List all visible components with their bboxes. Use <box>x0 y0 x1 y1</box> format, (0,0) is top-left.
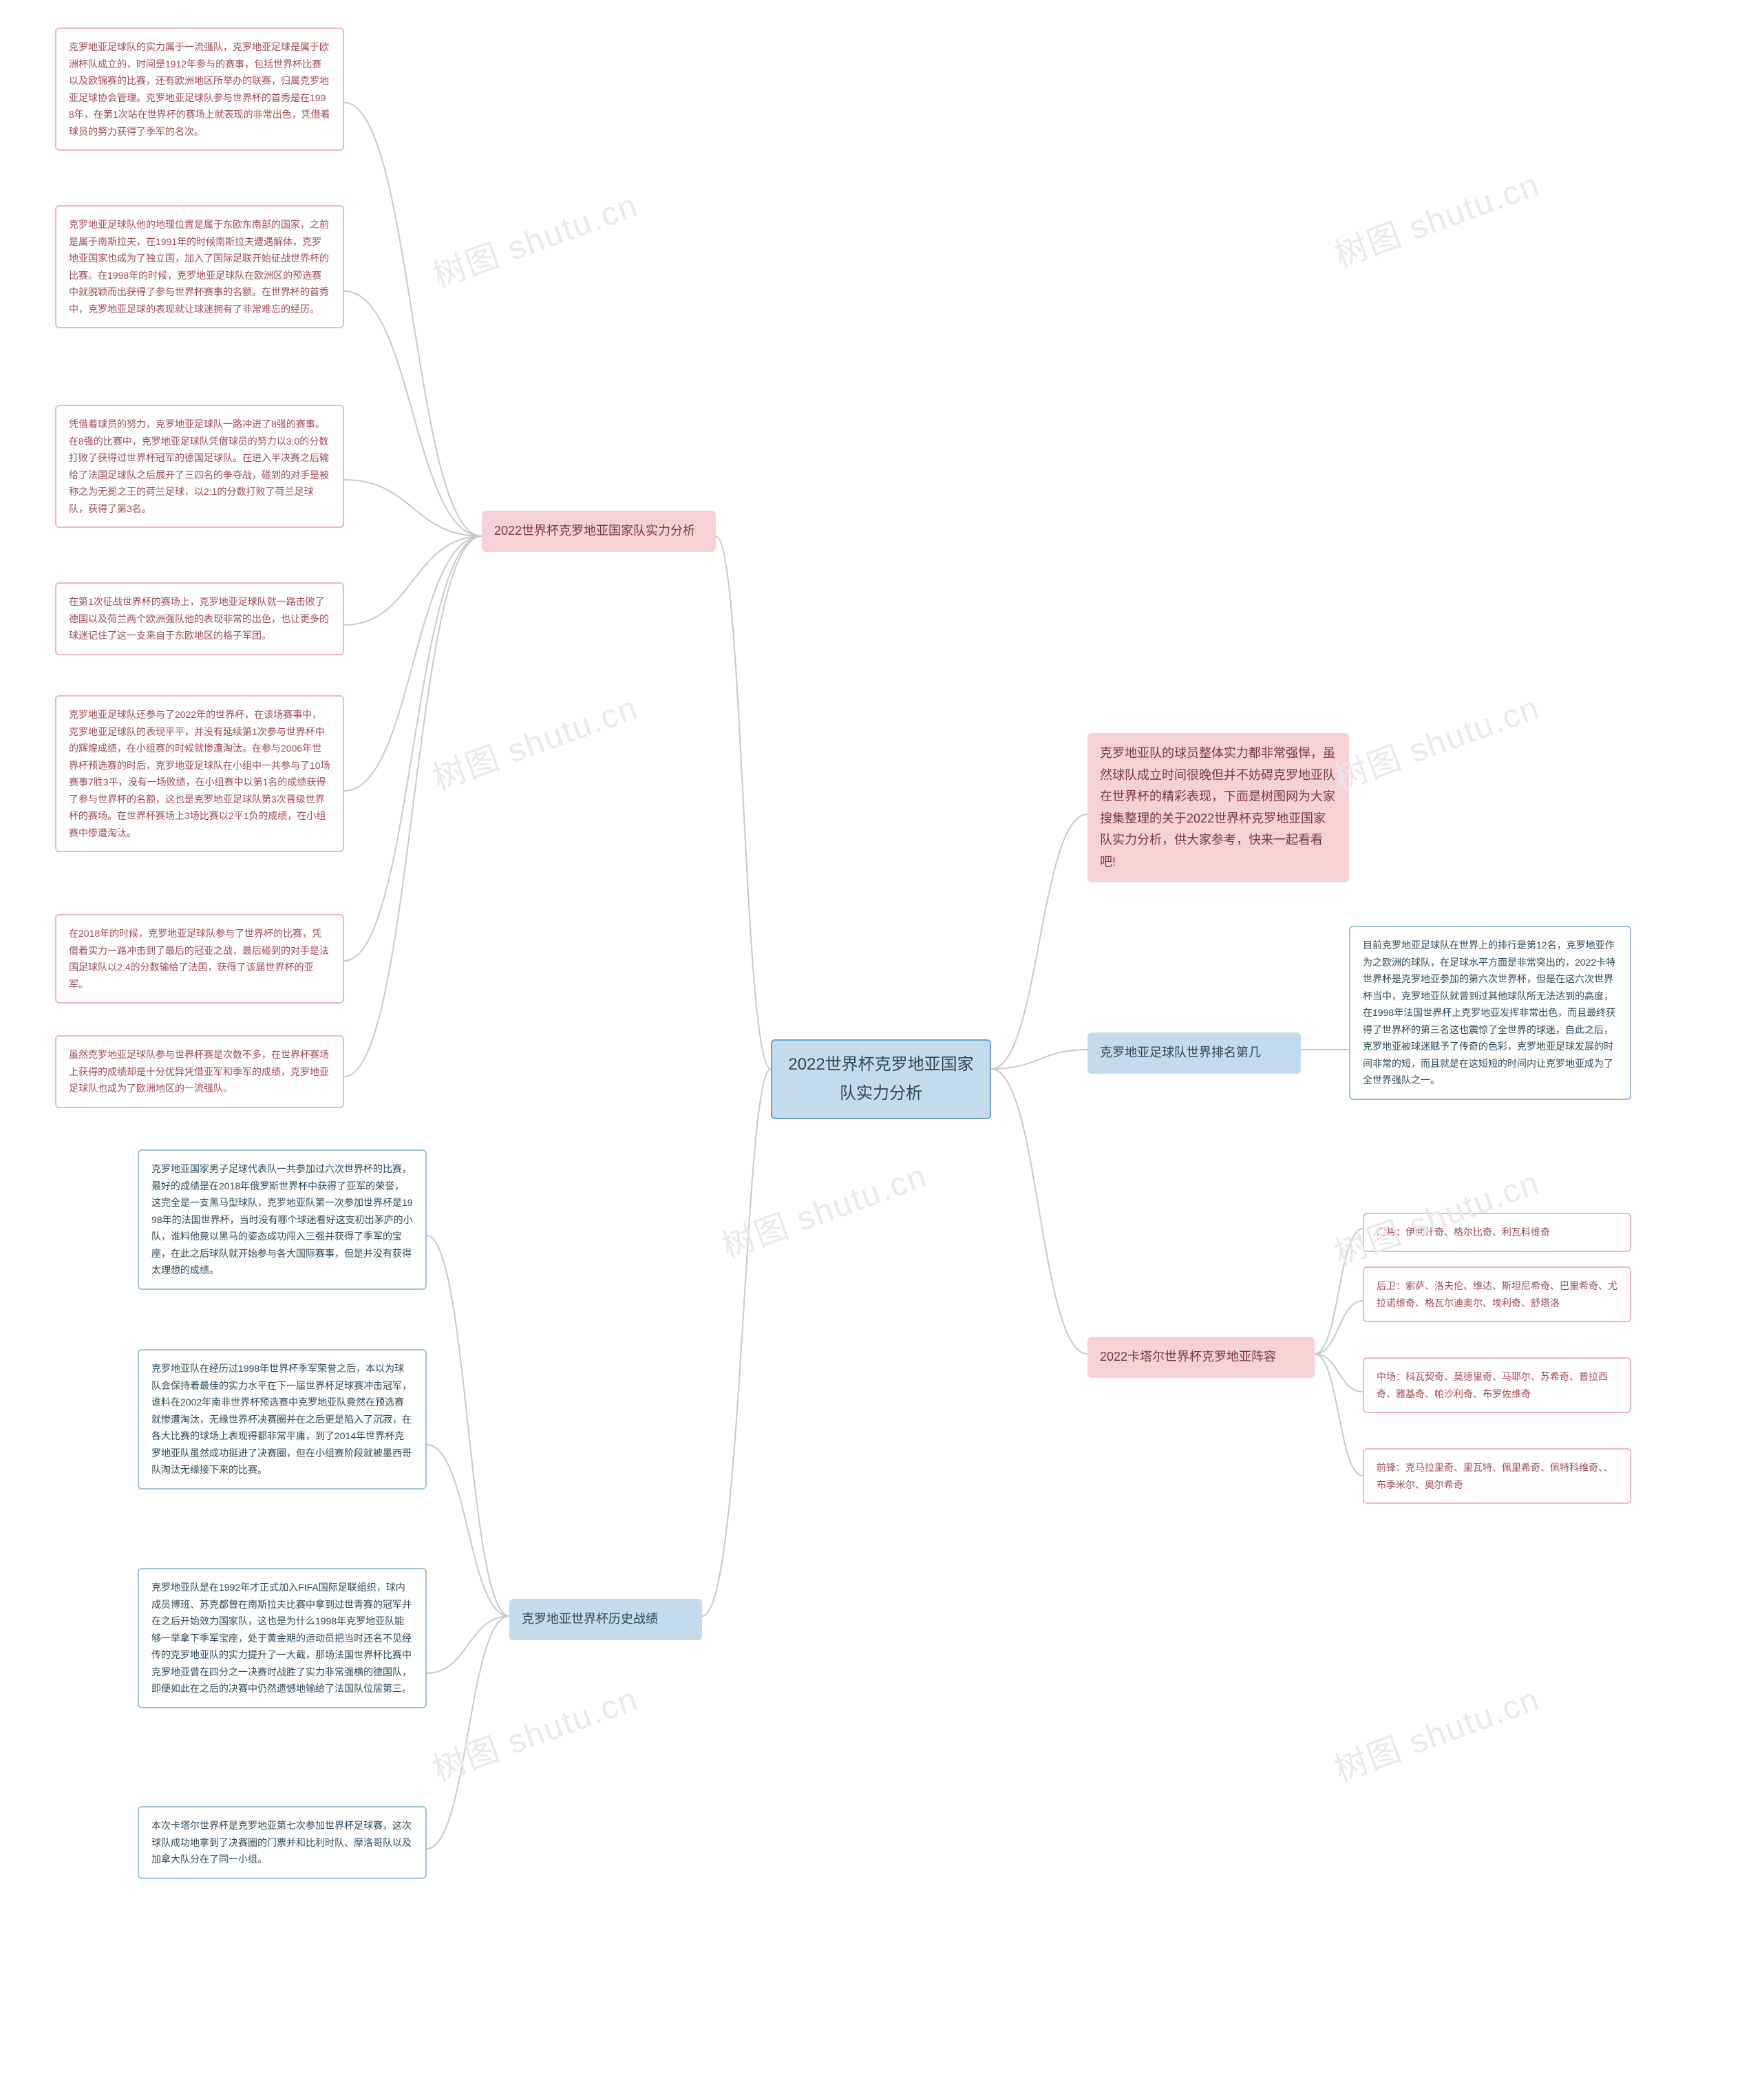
root-label: 2022世界杯克罗地亚国家队实力分析 <box>788 1055 973 1103</box>
watermark: 树图 shutu.cn <box>1326 1672 1545 1791</box>
strength-leaf-3[interactable]: 凭借着球员的努力，克罗地亚足球队一路冲进了8强的赛事。在8强的比赛中，克罗地亚足… <box>55 405 344 528</box>
history-leaf-2[interactable]: 克罗地亚队在经历过1998年世界杯季军荣誉之后，本以为球队会保持着最佳的实力水平… <box>138 1349 427 1489</box>
watermark: 树图 shutu.cn <box>425 178 644 297</box>
root-node[interactable]: 2022世界杯克罗地亚国家队实力分析 <box>771 1039 991 1119</box>
rank-branch[interactable]: 克罗地亚足球队世界排名第几 <box>1087 1032 1301 1074</box>
history-leaf-1[interactable]: 克罗地亚国家男子足球代表队一共参加过六次世界杯的比赛，最好的成绩是在2018年俄… <box>138 1149 427 1290</box>
history-leaf-3-text: 克罗地亚队是在1992年才正式加入FIFA国际足联组织，球内成员博班、苏克都曾在… <box>151 1582 412 1694</box>
strength-leaf-6-text: 在2018年的时候，克罗地亚足球队参与了世界杯的比赛，凭借着实力一路冲击到了最后… <box>69 928 329 990</box>
lineup-mf[interactable]: 中场：科瓦契奇、莫德里奇、马耶尔、苏希奇、普拉西奇、雅基奇、帕沙利奇、布罗佐维奇 <box>1363 1357 1631 1413</box>
lineup-fw-text: 前锋：克马拉里奇、里瓦特、佩里希奇、佩特科维奇、、布季米尔、奥尔希奇 <box>1377 1462 1613 1490</box>
strength-leaf-6[interactable]: 在2018年的时候，克罗地亚足球队参与了世界杯的比赛，凭借着实力一路冲击到了最后… <box>55 914 344 1004</box>
rank-label: 克罗地亚足球队世界排名第几 <box>1100 1046 1261 1059</box>
strength-leaf-4[interactable]: 在第1次征战世界杯的赛场上，克罗地亚足球队就一路击败了德国以及荷兰两个欧洲强队他… <box>55 582 344 655</box>
strength-leaf-2-text: 克罗地亚足球队他的地理位置是属于东欧东南部的国家，之前是属于南斯拉夫，在1991… <box>69 219 329 315</box>
lineup-mf-text: 中场：科瓦契奇、莫德里奇、马耶尔、苏希奇、普拉西奇、雅基奇、帕沙利奇、布罗佐维奇 <box>1377 1371 1608 1399</box>
strength-branch[interactable]: 2022世界杯克罗地亚国家队实力分析 <box>482 511 716 552</box>
watermark: 树图 shutu.cn <box>425 681 644 800</box>
strength-leaf-7-text: 虽然克罗地亚足球队参与世界杯赛是次数不多，在世界杯赛场上获得的成绩却是十分优异凭… <box>69 1049 329 1094</box>
watermark: 树图 shutu.cn <box>1326 681 1545 800</box>
history-leaf-2-text: 克罗地亚队在经历过1998年世界杯季军荣誉之后，本以为球队会保持着最佳的实力水平… <box>151 1363 412 1475</box>
strength-leaf-1[interactable]: 克罗地亚足球队的实力属于一流强队，克罗地亚足球是属于欧洲杯队成立的，时间是191… <box>55 28 344 151</box>
strength-leaf-3-text: 凭借着球员的努力，克罗地亚足球队一路冲进了8强的赛事。在8强的比赛中，克罗地亚足… <box>69 418 329 514</box>
history-branch[interactable]: 克罗地亚世界杯历史战绩 <box>509 1599 702 1640</box>
strength-leaf-2[interactable]: 克罗地亚足球队他的地理位置是属于东欧东南部的国家，之前是属于南斯拉夫，在1991… <box>55 205 344 328</box>
history-label: 克罗地亚世界杯历史战绩 <box>522 1612 658 1626</box>
history-leaf-3[interactable]: 克罗地亚队是在1992年才正式加入FIFA国际足联组织，球内成员博班、苏克都曾在… <box>138 1568 427 1708</box>
lineup-gk-text: 门将：伊武什奇、格尔比奇、利瓦科维奇 <box>1377 1227 1550 1238</box>
rank-leaf-1-text: 目前克罗地亚足球队在世界上的排行是第12名，克罗地亚作为之欧洲的球队，在足球水平… <box>1363 940 1615 1085</box>
strength-label: 2022世界杯克罗地亚国家队实力分析 <box>494 524 695 538</box>
watermark: 树图 shutu.cn <box>1326 158 1545 277</box>
lineup-fw[interactable]: 前锋：克马拉里奇、里瓦特、佩里希奇、佩特科维奇、、布季米尔、奥尔希奇 <box>1363 1448 1631 1504</box>
strength-leaf-5[interactable]: 克罗地亚足球队还参与了2022年的世界杯，在该场赛事中，克罗地亚足球队的表现平平… <box>55 695 344 852</box>
rank-leaf-1[interactable]: 目前克罗地亚足球队在世界上的排行是第12名，克罗地亚作为之欧洲的球队，在足球水平… <box>1349 926 1631 1100</box>
watermark: 树图 shutu.cn <box>714 1149 933 1268</box>
history-leaf-1-text: 克罗地亚国家男子足球代表队一共参加过六次世界杯的比赛，最好的成绩是在2018年俄… <box>151 1163 413 1275</box>
watermark: 树图 shutu.cn <box>425 1672 644 1791</box>
history-leaf-4[interactable]: 本次卡塔尔世界杯是克罗地亚第七次参加世界杯足球赛，这次球队成功地拿到了决赛圈的门… <box>138 1806 427 1879</box>
strength-leaf-1-text: 克罗地亚足球队的实力属于一流强队，克罗地亚足球是属于欧洲杯队成立的，时间是191… <box>69 41 330 137</box>
history-leaf-4-text: 本次卡塔尔世界杯是克罗地亚第七次参加世界杯足球赛，这次球队成功地拿到了决赛圈的门… <box>151 1820 412 1865</box>
lineup-label: 2022卡塔尔世界杯克罗地亚阵容 <box>1100 1350 1276 1364</box>
strength-leaf-4-text: 在第1次征战世界杯的赛场上，克罗地亚足球队就一路击败了德国以及荷兰两个欧洲强队他… <box>69 596 329 641</box>
lineup-df[interactable]: 后卫：索萨、洛夫伦、维达、斯坦尼希奇、巴里希奇、尤拉诺维奇、格瓦尔迪奥尔、埃利奇… <box>1363 1266 1631 1322</box>
lineup-gk[interactable]: 门将：伊武什奇、格尔比奇、利瓦科维奇 <box>1363 1213 1631 1252</box>
strength-leaf-5-text: 克罗地亚足球队还参与了2022年的世界杯，在该场赛事中，克罗地亚足球队的表现平平… <box>69 709 330 838</box>
intro-text: 克罗地亚队的球员整体实力都非常强悍，虽然球队成立时间很晚但并不妨碍克罗地亚队在世… <box>1100 746 1335 869</box>
intro-leaf[interactable]: 克罗地亚队的球员整体实力都非常强悍，虽然球队成立时间很晚但并不妨碍克罗地亚队在世… <box>1087 733 1349 882</box>
lineup-branch[interactable]: 2022卡塔尔世界杯克罗地亚阵容 <box>1087 1337 1315 1378</box>
strength-leaf-7[interactable]: 虽然克罗地亚足球队参与世界杯赛是次数不多，在世界杯赛场上获得的成绩却是十分优异凭… <box>55 1035 344 1108</box>
lineup-df-text: 后卫：索萨、洛夫伦、维达、斯坦尼希奇、巴里希奇、尤拉诺维奇、格瓦尔迪奥尔、埃利奇… <box>1377 1280 1617 1308</box>
